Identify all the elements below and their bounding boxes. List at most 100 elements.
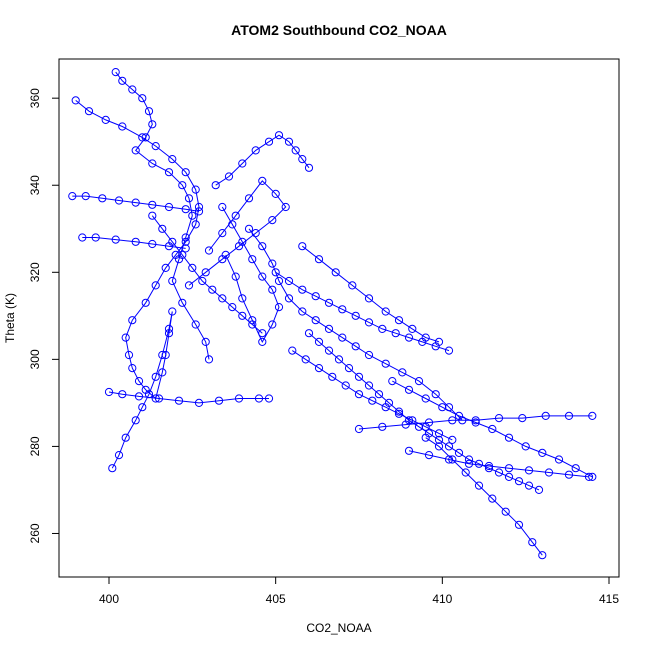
- data-point: [404, 416, 414, 425]
- data-point: [254, 394, 264, 403]
- data-point: [344, 364, 354, 373]
- data-point: [518, 414, 527, 423]
- data-point: [248, 255, 257, 264]
- data-point: [404, 446, 414, 455]
- data-point: [364, 318, 374, 327]
- data-point: [264, 137, 274, 146]
- data-point: [354, 424, 364, 434]
- data-series: [148, 211, 267, 338]
- data-point: [514, 520, 524, 529]
- data-point: [388, 377, 397, 386]
- data-point: [354, 372, 364, 381]
- plot-area: [68, 68, 597, 560]
- data-point: [514, 477, 524, 486]
- data-point: [218, 202, 227, 212]
- data-point: [111, 235, 120, 244]
- data-point: [338, 333, 347, 342]
- series-line: [108, 391, 269, 404]
- plot-frame: [58, 58, 620, 578]
- data-point: [391, 329, 400, 338]
- data-point: [414, 377, 424, 386]
- data-point: [234, 394, 244, 403]
- data-point: [331, 268, 340, 277]
- data-point: [564, 470, 574, 479]
- series-line: [151, 215, 263, 334]
- y-axis-label: Theta (K): [3, 293, 17, 343]
- data-point: [394, 316, 404, 325]
- data-point: [191, 320, 200, 329]
- data-series: [111, 68, 214, 364]
- data-point: [351, 311, 360, 320]
- data-point: [271, 268, 280, 277]
- series-line: [308, 332, 540, 491]
- data-series: [304, 329, 544, 494]
- series-line: [425, 437, 543, 556]
- data-point: [341, 381, 350, 390]
- data-point: [268, 216, 277, 225]
- data-point: [131, 416, 140, 425]
- data-point: [114, 196, 124, 205]
- data-point: [251, 146, 260, 155]
- data-point: [364, 350, 374, 360]
- data-point: [141, 298, 150, 307]
- data-point: [368, 396, 377, 405]
- data-point: [178, 298, 187, 307]
- data-point: [121, 433, 130, 442]
- data-point: [338, 305, 347, 314]
- data-point: [194, 202, 204, 212]
- data-point: [151, 281, 160, 290]
- data-point: [444, 442, 454, 451]
- data-point: [381, 307, 390, 316]
- data-point: [538, 551, 547, 560]
- data-point: [78, 233, 87, 242]
- data-point: [151, 372, 160, 381]
- data-point: [264, 394, 274, 403]
- x-axis-label: CO2_NOAA: [306, 621, 371, 635]
- data-point: [374, 390, 384, 399]
- y-tick-label: 300: [28, 349, 42, 369]
- data-point: [571, 464, 580, 473]
- data-point: [521, 442, 530, 451]
- data-point: [148, 239, 157, 249]
- data-point: [181, 205, 190, 214]
- data-point: [348, 281, 357, 290]
- data-point: [281, 202, 290, 212]
- data-point: [148, 120, 157, 129]
- data-point: [168, 276, 177, 286]
- data-point: [274, 131, 284, 140]
- data-point: [218, 294, 227, 303]
- data-point: [448, 435, 457, 444]
- data-point: [528, 538, 537, 547]
- data-point: [328, 372, 337, 381]
- data-point: [134, 392, 144, 401]
- data-point: [314, 255, 324, 264]
- series-line: [221, 206, 280, 343]
- data-point: [101, 115, 110, 125]
- data-point: [291, 146, 300, 155]
- data-point: [304, 163, 314, 172]
- data-point: [404, 385, 414, 394]
- data-point: [398, 368, 407, 377]
- data-point: [191, 185, 200, 194]
- data-point: [311, 292, 320, 301]
- data-point: [164, 202, 174, 212]
- data-point: [298, 242, 307, 251]
- data-point: [461, 468, 470, 477]
- data-point: [544, 468, 554, 477]
- data-point: [324, 324, 334, 333]
- y-tick-label: 260: [28, 523, 42, 543]
- data-point: [84, 107, 94, 116]
- y-axis: 260 280 300 320 340 360: [28, 88, 59, 543]
- data-point: [214, 396, 224, 405]
- x-axis: 400 405 410 415: [99, 577, 619, 606]
- data-point: [188, 263, 197, 272]
- data-point: [304, 329, 314, 338]
- x-tick-label: 415: [599, 592, 619, 606]
- series-line: [301, 245, 440, 343]
- series-line: [72, 195, 200, 212]
- data-point: [161, 350, 170, 360]
- data-point: [448, 416, 457, 425]
- data-point: [381, 359, 390, 368]
